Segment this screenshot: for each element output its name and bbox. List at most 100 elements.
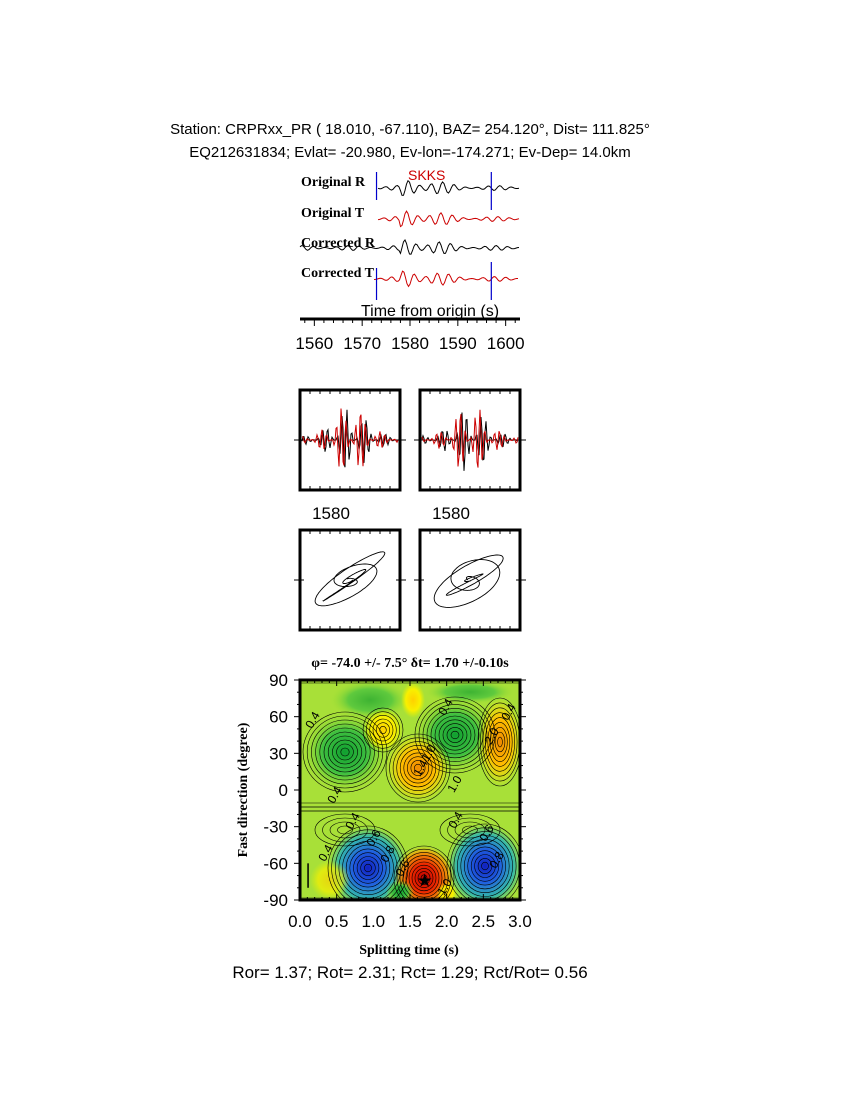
grid-y-tick-label: 30 (269, 744, 288, 763)
wave-tick-label: 1600 (487, 334, 525, 353)
waveform-panel: Original R Original T Corrected R Correc… (295, 167, 524, 353)
particle-motion-box-original (298, 528, 402, 632)
station-header: Station: CRPRxx_PR ( 18.010, -67.110), B… (170, 121, 650, 138)
contour-line (360, 860, 376, 876)
contour-line (331, 829, 405, 900)
grid-title: φ= -74.0 +/- 7.5° δt= 1.70 +/-0.10s (311, 656, 509, 671)
waveform-trace (299, 239, 520, 255)
series-label-corrected-t: Corrected T (301, 266, 375, 281)
series-label-original-t: Original T (301, 206, 365, 221)
box-waveform (302, 408, 399, 467)
series-label-original-r: Original R (301, 175, 366, 190)
contour-line (462, 825, 478, 835)
wave-tick-label: 1580 (391, 334, 429, 353)
contour-line (414, 763, 422, 773)
contour-line (356, 856, 380, 880)
particle-motion-trace (314, 551, 386, 607)
contour-line (450, 730, 460, 740)
contour-region (310, 860, 350, 900)
wave-x-axis-title: Time from origin (s) (361, 303, 499, 320)
particle-motion-trace (433, 554, 504, 608)
contour-line (442, 723, 468, 747)
contour-line (364, 863, 372, 873)
grid-y-tick-label: -30 (263, 818, 288, 837)
box-time-label: 1580 (432, 504, 470, 523)
contour-region (363, 708, 403, 752)
contour-line (349, 848, 387, 888)
grid-x-tick-label: 3.0 (508, 912, 532, 931)
contour-line (438, 719, 472, 751)
contour-line (336, 743, 354, 761)
contour-line (447, 817, 493, 843)
contour-line (393, 845, 455, 900)
contour-line (311, 719, 379, 785)
contour-line (410, 760, 426, 776)
grid-x-tick-label: 1.0 (362, 912, 386, 931)
contour-region (425, 680, 515, 704)
grid-y-tick-label: 0 (279, 781, 288, 800)
contour-line (399, 748, 437, 788)
phase-label: SKKS (408, 167, 445, 183)
contour-line (314, 813, 376, 847)
grid-y-axis-title: Fast direction (degree) (236, 722, 251, 857)
contour-line (396, 744, 440, 791)
contour-line (392, 741, 444, 795)
contour-line (454, 821, 486, 839)
contour-line (422, 704, 488, 766)
contour-line (335, 833, 401, 900)
particle-motion-box-corrected (418, 528, 522, 632)
contour-line (484, 712, 515, 772)
contour-line (463, 842, 506, 890)
contour-line (396, 848, 452, 900)
contour-line (434, 715, 476, 755)
contour-line (342, 840, 394, 895)
grid-y-tick-label: 60 (269, 708, 288, 727)
grid-x-tick-label: 2.0 (435, 912, 459, 931)
grid-y-tick-label: -60 (263, 854, 288, 873)
contour-line (402, 855, 446, 900)
contour-line (345, 844, 391, 892)
contour-line (319, 727, 371, 777)
contour-line (406, 756, 429, 780)
contour-line (446, 823, 520, 900)
contour-line (327, 735, 363, 769)
contour-line (481, 861, 489, 871)
contour-line (327, 825, 409, 900)
contour-line (403, 752, 433, 784)
grid-y-tick-label: 90 (269, 671, 288, 690)
contour-region (401, 682, 425, 718)
contour-line (322, 817, 368, 843)
ratio-summary: Ror= 1.37; Rot= 2.31; Rct= 1.29; Rct/Rot… (232, 963, 588, 982)
waveform-trace (377, 179, 520, 196)
contour-line (315, 723, 375, 781)
contour-line (369, 714, 397, 745)
contour-line (405, 858, 443, 898)
contour-line (439, 813, 501, 847)
contour-line (477, 697, 520, 787)
box-time-label: 1580 (312, 504, 350, 523)
event-header: EQ212631834; Evlat= -20.980, Ev-lon=-174… (189, 144, 631, 161)
contour-line (389, 737, 447, 799)
best-fit-star-icon: ★ (417, 870, 433, 891)
contour-line (467, 846, 503, 886)
particle-panels: 1580 1580 (294, 388, 526, 632)
contour-line (417, 871, 431, 885)
waveform-trace (377, 210, 520, 228)
grid-y-tick-label: -90 (263, 891, 288, 910)
contour-line (302, 711, 388, 793)
contour-line (414, 696, 496, 774)
wave-tick-label: 1560 (295, 334, 333, 353)
grid-x-axis-title: Splitting time (s) (359, 943, 459, 958)
contour-line (337, 825, 353, 835)
contour-line (365, 711, 400, 749)
contour-line (457, 835, 513, 897)
contour-line (446, 727, 464, 743)
contour-line (487, 717, 513, 767)
waveform-trace (373, 270, 518, 288)
wave-tick-label: 1590 (439, 334, 477, 353)
contour-line (492, 726, 508, 757)
contour-line (329, 821, 361, 839)
box-waveform (421, 412, 519, 471)
box-waveform (421, 409, 519, 468)
contour-line (385, 733, 451, 803)
